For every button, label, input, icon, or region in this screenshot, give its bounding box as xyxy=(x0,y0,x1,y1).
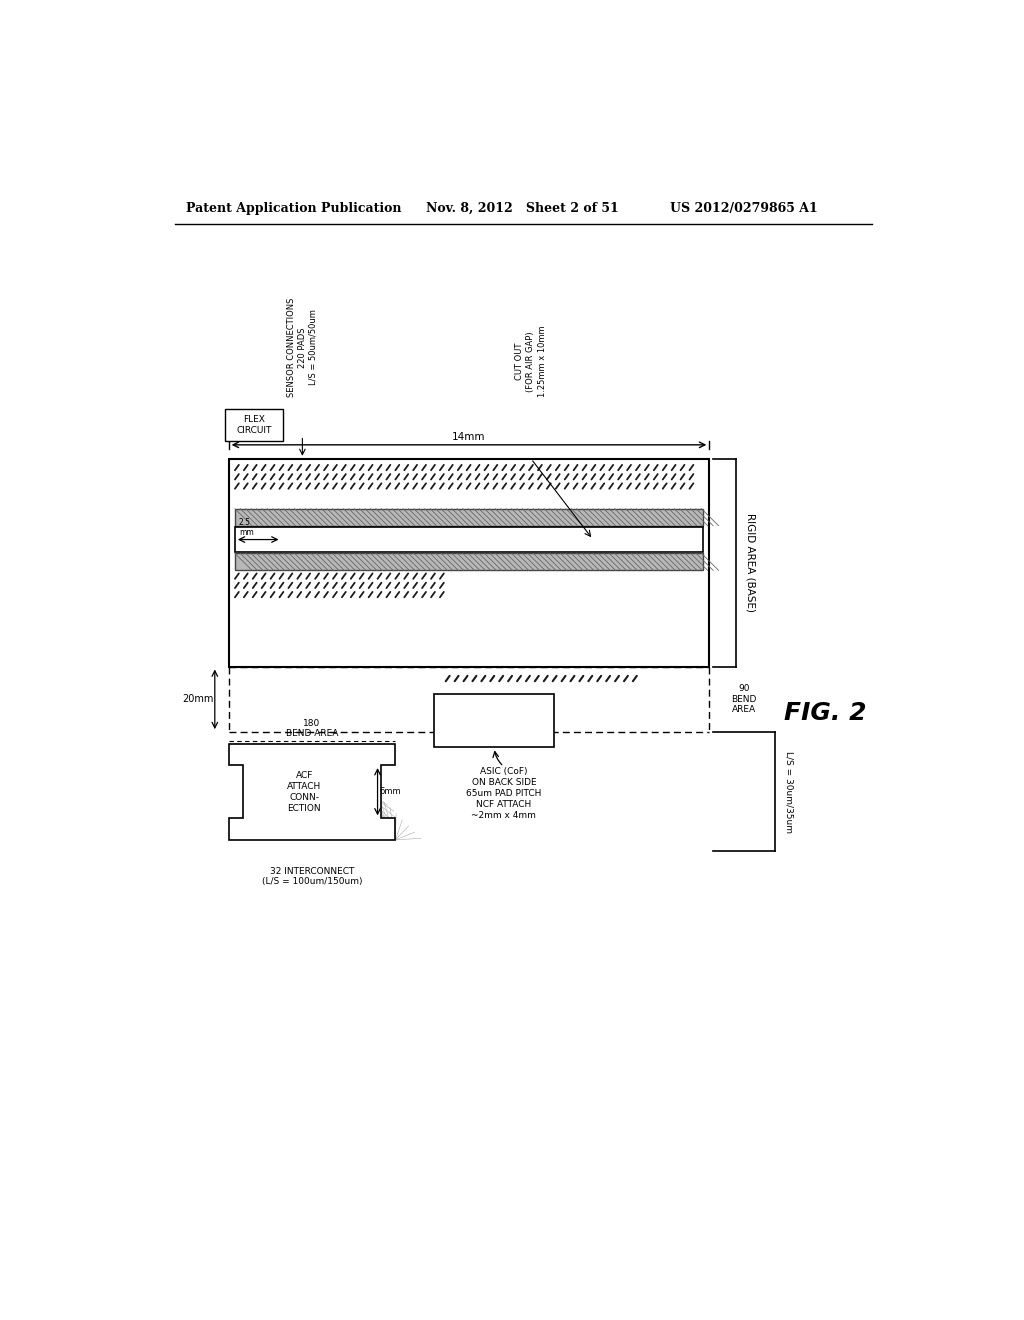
Text: ACF
ATTACH
CONN-
ECTION: ACF ATTACH CONN- ECTION xyxy=(287,771,322,813)
Bar xyxy=(234,527,703,552)
Text: L/S = 30um/35um: L/S = 30um/35um xyxy=(784,751,794,833)
Text: FLEX
CIRCUIT: FLEX CIRCUIT xyxy=(237,414,271,434)
Bar xyxy=(225,409,283,441)
Text: 90
BEND
AREA: 90 BEND AREA xyxy=(731,685,757,714)
Text: Patent Application Publication: Patent Application Publication xyxy=(186,202,401,215)
Text: 14mm: 14mm xyxy=(453,432,485,442)
Bar xyxy=(234,508,703,525)
Text: 180
BEND AREA: 180 BEND AREA xyxy=(286,719,338,738)
Bar xyxy=(234,553,703,570)
Text: SENSOR CONNECTIONS
220 PADS
L/S = 50um/50um: SENSOR CONNECTIONS 220 PADS L/S = 50um/5… xyxy=(287,298,318,397)
Text: Nov. 8, 2012   Sheet 2 of 51: Nov. 8, 2012 Sheet 2 of 51 xyxy=(426,202,620,215)
Text: 20mm: 20mm xyxy=(182,694,213,705)
Text: CUT OUT
(FOR AIR GAP)
1.25mm x 10mm: CUT OUT (FOR AIR GAP) 1.25mm x 10mm xyxy=(515,326,547,397)
Text: FIG. 2: FIG. 2 xyxy=(784,701,866,725)
Text: 32 INTERCONNECT
(L/S = 100um/150um): 32 INTERCONNECT (L/S = 100um/150um) xyxy=(262,867,362,886)
Bar xyxy=(434,693,554,747)
Polygon shape xyxy=(228,743,395,840)
Text: US 2012/0279865 A1: US 2012/0279865 A1 xyxy=(671,202,818,215)
Text: 6mm: 6mm xyxy=(380,787,401,796)
Text: RIGID AREA (BASE): RIGID AREA (BASE) xyxy=(745,513,756,612)
Text: 2.5
mm: 2.5 mm xyxy=(239,517,254,537)
Text: ASIC (CoF)
ON BACK SIDE
65um PAD PITCH
NCF ATTACH
~2mm x 4mm: ASIC (CoF) ON BACK SIDE 65um PAD PITCH N… xyxy=(466,767,542,820)
Bar xyxy=(228,459,710,667)
